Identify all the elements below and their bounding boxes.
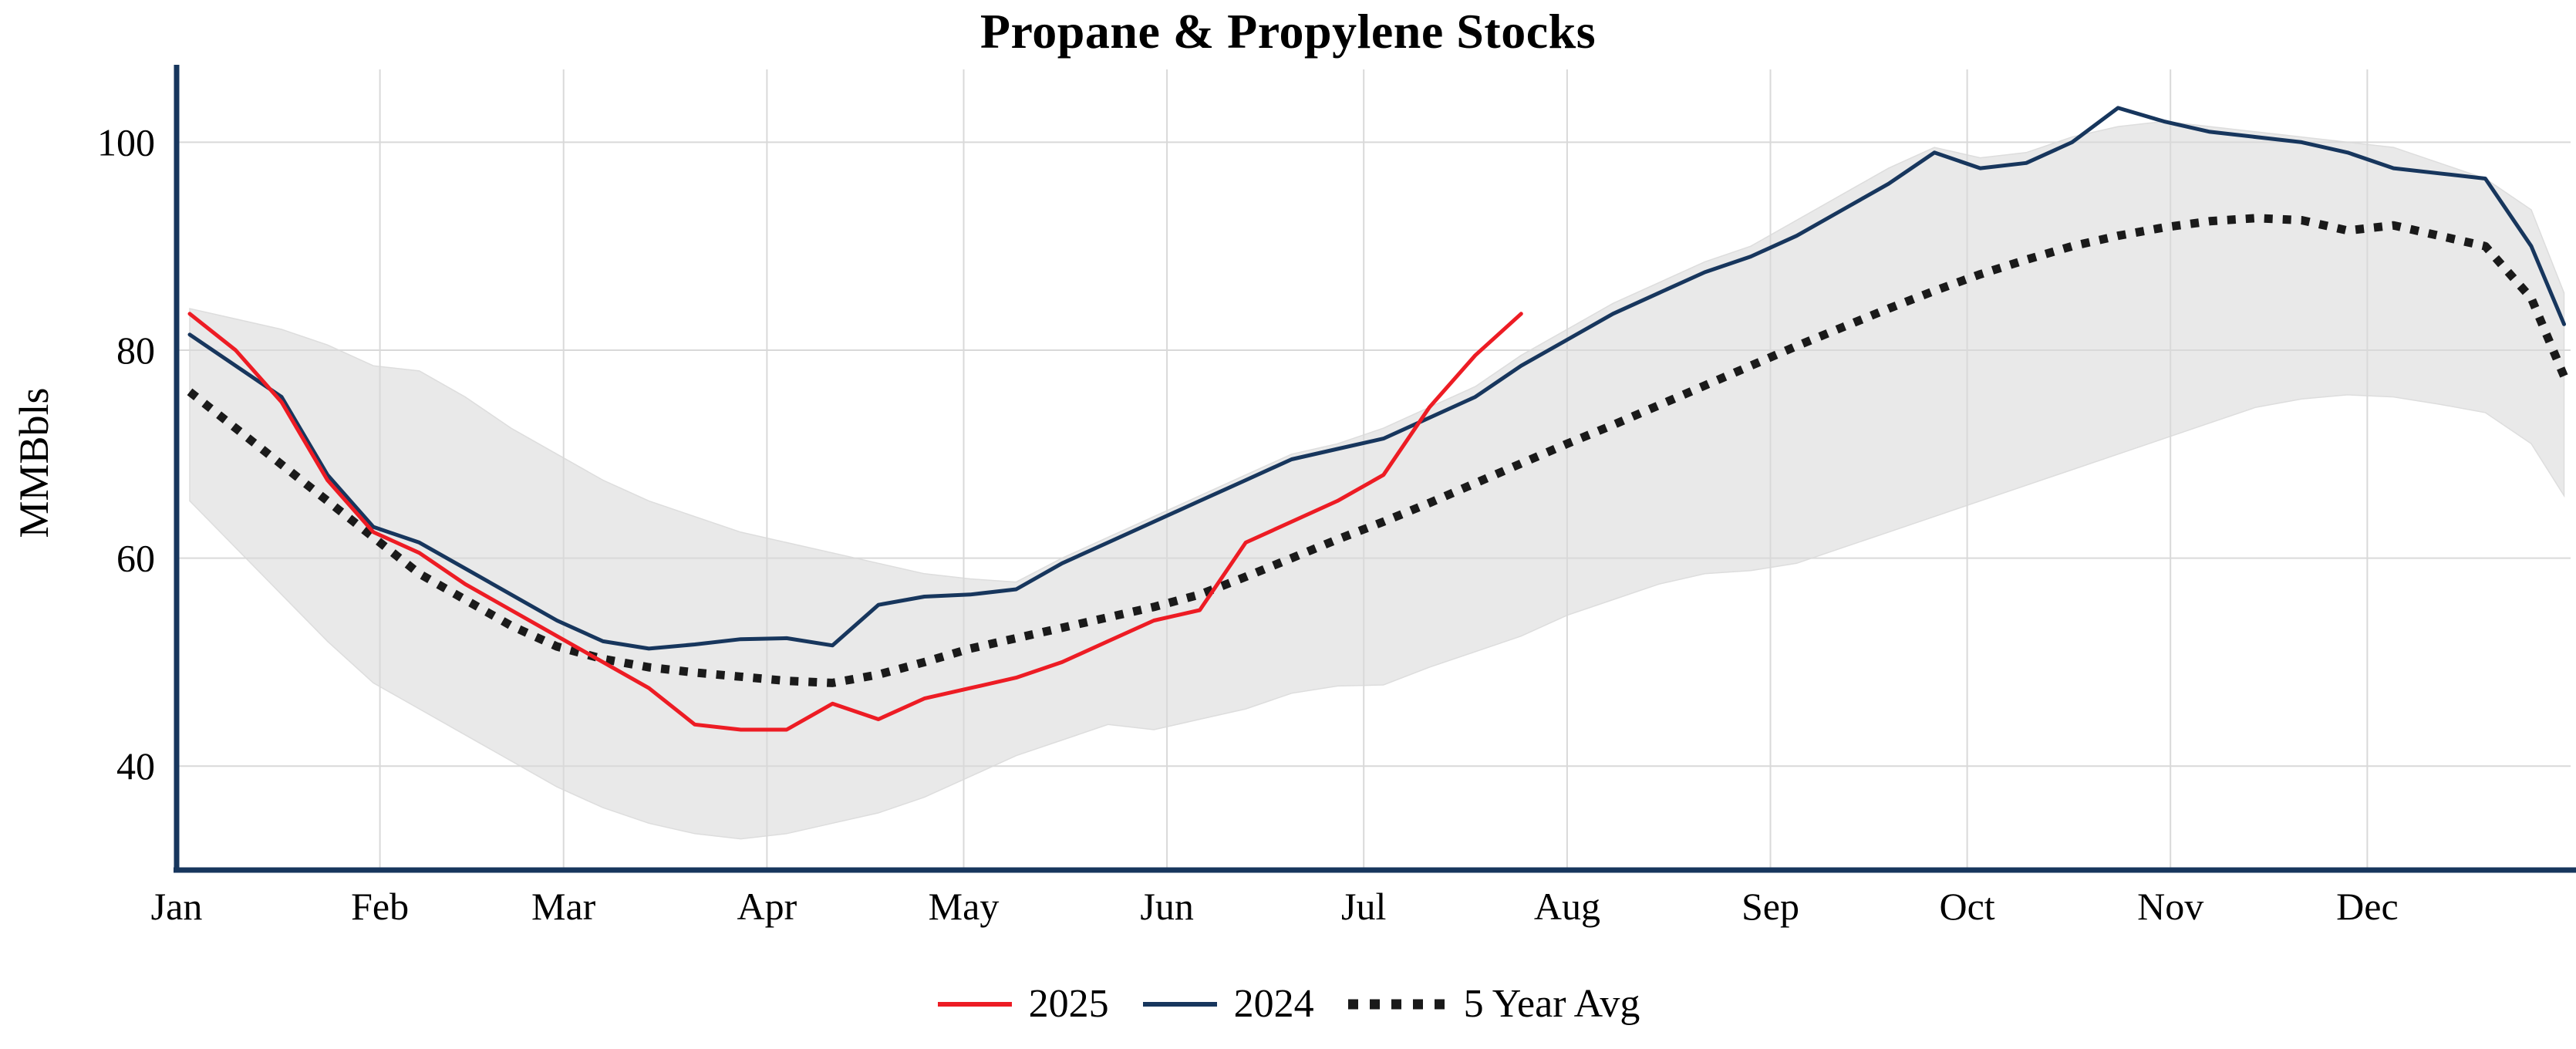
x-tick-label: Jul: [1341, 885, 1386, 928]
x-tick-label: Jun: [1140, 885, 1193, 928]
legend-line-sample-2025: [937, 1001, 1012, 1007]
legend-item-2025: 2025: [936, 981, 1109, 1027]
series-line-5-year-avg: [187, 214, 2568, 687]
series-line-2025: [187, 312, 1523, 732]
legend-label-2024: 2024: [1233, 982, 1314, 1026]
x-tick-label: Apr: [737, 885, 797, 928]
chart-legend: 2025 2024 5 Year Avg: [0, 981, 2576, 1027]
legend-label-2025: 2025: [1028, 982, 1109, 1026]
x-tick-label: Sep: [1741, 885, 1799, 928]
legend-label-5-year-avg: 5 Year Avg: [1463, 982, 1640, 1026]
y-tick-label: 100: [97, 120, 155, 164]
x-tick-label: Mar: [531, 885, 596, 928]
x-tick-label: Jan: [151, 885, 203, 928]
y-tick-label: 60: [116, 537, 155, 580]
x-tick-label: Nov: [2137, 885, 2203, 928]
series-line-2024: [187, 106, 2566, 651]
legend-line-sample-5-year-avg: [1347, 999, 1447, 1009]
legend-item-2024: 2024: [1141, 981, 1314, 1027]
chart-title: Propane & Propylene Stocks: [979, 4, 1597, 59]
x-tick-label: Feb: [351, 885, 409, 928]
x-tick-label: May: [929, 885, 1000, 928]
y-tick-label: 80: [116, 329, 155, 372]
y-tick-label: 40: [116, 744, 155, 788]
legend-item-5-year-avg: 5 Year Avg: [1347, 981, 1640, 1027]
x-tick-label: Aug: [1534, 885, 1600, 928]
x-tick-label: Dec: [2336, 885, 2399, 928]
legend-line-sample-2024: [1142, 1001, 1217, 1007]
x-tick-label: Oct: [1939, 885, 1994, 928]
